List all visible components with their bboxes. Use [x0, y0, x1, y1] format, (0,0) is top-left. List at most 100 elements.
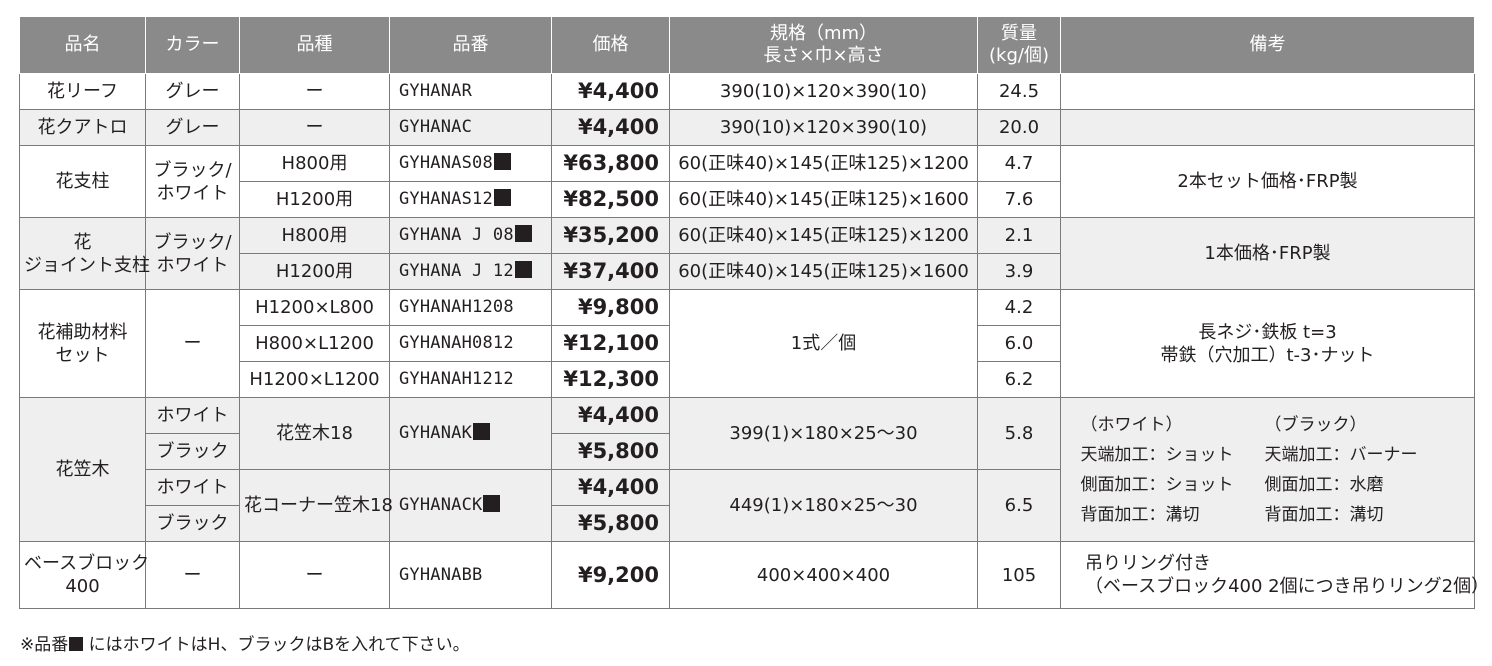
footnote-suffix: にはホワイトはH、ブラックはBを入れて下さい。	[88, 635, 470, 655]
product-weight: 3.9	[977, 253, 1061, 290]
table-row: ブラック ¥5,800	[20, 433, 1475, 470]
header-name: 品名	[19, 16, 146, 74]
product-name: 花 ジョイント支柱	[19, 217, 150, 290]
note-black-title: （ブラック）	[1264, 414, 1367, 435]
product-variety: 花笠木18	[239, 397, 390, 470]
header-weight: 質量 (kg/個)	[977, 16, 1061, 74]
product-price: ¥9,800	[551, 289, 670, 326]
product-code: GYHANAH1212	[389, 361, 552, 398]
header-price: 価格	[551, 16, 670, 74]
placeholder-square-icon	[514, 225, 532, 242]
product-price: ¥4,400	[551, 73, 670, 110]
product-weight: 20.0	[977, 109, 1061, 146]
product-name: 花クアトロ	[19, 109, 146, 146]
header-row: 品名 カラー 品種 品番 価格 規格（mm） 長さ×巾×高さ 質量 (kg/個)…	[19, 16, 1475, 74]
product-variety: H1200×L800	[239, 289, 390, 326]
product-remarks	[1060, 73, 1475, 110]
product-weight: 24.5	[977, 73, 1061, 110]
product-color: グレー	[145, 73, 240, 110]
note-white-2: 側面加工：ショット	[1080, 474, 1234, 495]
name-line1: 花補助材料	[37, 321, 128, 343]
product-color: ホワイト	[145, 469, 240, 506]
product-code: GYHANAH0812	[389, 325, 552, 362]
product-remarks	[1060, 109, 1475, 146]
header-color: カラー	[145, 16, 240, 74]
note-black-1: 天端加工：バーナー	[1264, 444, 1418, 465]
table-row: H1200用 GYHANA J 12 ¥37,400 60(正味40)×145(…	[20, 253, 1475, 290]
table-row: ホワイト 花コーナー笠木18 GYHANACK ¥4,400 449(1)×18…	[20, 469, 1475, 542]
product-code: GYHANAS12	[389, 181, 552, 218]
table-row: H1200用 GYHANAS12 ¥82,500 60(正味40)×145(正味…	[20, 181, 1475, 218]
product-remarks: 長ネジ･鉄板 t=3 帯鉄（穴加工）t-3･ナット	[1060, 289, 1475, 398]
name-line1: 花	[73, 231, 92, 253]
product-price: ¥35,200	[551, 217, 670, 254]
product-weight: 4.2	[977, 289, 1061, 326]
remarks-line1: 吊りリング付き	[1085, 553, 1211, 574]
table-row: 花支柱 ブラック/ ホワイト H800用 GYHANAS08 ¥63,800 6…	[19, 145, 1475, 218]
kasagi-finish-notes: （ホワイト） （ブラック） 天端加工：ショット 天端加工：バーナー 側面加工：シ…	[1081, 414, 1455, 526]
product-variety: ー	[239, 73, 390, 110]
product-name: 花リーフ	[19, 73, 146, 110]
code-text: GYHANAS12	[399, 189, 493, 209]
product-variety: H1200用	[239, 253, 390, 290]
product-price: ¥9,200	[551, 541, 670, 609]
product-remarks: 吊りリング付き （ベースブロック400 2個につき吊りリング2個）	[1060, 541, 1490, 609]
product-spec: 390(10)×120×390(10)	[669, 73, 978, 110]
product-spec: 449(1)×180×25～30	[669, 469, 978, 542]
product-price: ¥4,400	[551, 469, 670, 506]
product-spec: 390(10)×120×390(10)	[669, 109, 978, 146]
product-code: GYHANA J 08	[389, 217, 552, 254]
product-code: GYHANA J 12	[389, 253, 552, 290]
product-code: GYHANAC	[389, 109, 552, 146]
product-code: GYHANAK	[389, 397, 552, 470]
table-row: ベースブロック 400 ー ー GYHANABB ¥9,200 400×400×…	[19, 541, 1490, 609]
product-color: ブラック	[145, 433, 240, 470]
code-text: GYHANA J 08	[399, 225, 514, 245]
product-color: グレー	[145, 109, 240, 146]
note-black-2: 側面加工：水磨	[1264, 474, 1384, 495]
product-spec: 399(1)×180×25～30	[669, 397, 978, 470]
product-color: ブラック/ ホワイト	[145, 145, 240, 218]
product-spec: 60(正味40)×145(正味125)×1200	[669, 145, 978, 182]
name-line2: ジョイント支柱	[24, 254, 150, 276]
product-weight: 6.5	[977, 469, 1061, 542]
product-name: 花補助材料 セット	[19, 289, 146, 398]
product-spec: 60(正味40)×145(正味125)×1200	[669, 217, 978, 254]
table-row: 花リーフ グレー ー GYHANAR ¥4,400 390(10)×120×39…	[19, 73, 1475, 110]
placeholder-square-icon	[483, 495, 501, 512]
product-spec: 60(正味40)×145(正味125)×1600	[669, 181, 978, 218]
product-name: 花笠木	[19, 397, 146, 542]
table-row: 花クアトロ グレー ー GYHANAC ¥4,400 390(10)×120×3…	[19, 109, 1475, 146]
note-black-3: 背面加工：溝切	[1264, 504, 1384, 525]
header-weight-line2: (kg/個)	[989, 45, 1049, 66]
product-weight: 105	[977, 541, 1061, 609]
product-price: ¥4,400	[551, 397, 670, 434]
note-white-title: （ホワイト）	[1080, 414, 1183, 435]
name-line2: セット	[55, 344, 110, 366]
product-price: ¥12,100	[551, 325, 670, 362]
product-remarks: 2本セット価格･FRP製	[1060, 145, 1475, 218]
product-weight: 4.7	[977, 145, 1061, 182]
color-line2: ホワイト	[156, 182, 229, 204]
note-white-3: 背面加工：溝切	[1080, 504, 1200, 525]
code-text: GYHANA J 12	[399, 261, 514, 281]
table-row: H800×L1200 GYHANAH0812 ¥12,100 6.0	[20, 325, 1475, 362]
table-row: 花 ジョイント支柱 ブラック/ ホワイト H800用 GYHANA J 08 ¥…	[19, 217, 1475, 290]
placeholder-square-icon	[493, 189, 511, 206]
product-code: GYHANAR	[389, 73, 552, 110]
product-color: ー	[145, 289, 240, 398]
product-weight: 7.6	[977, 181, 1061, 218]
name-line1: ベースブロック	[24, 553, 150, 574]
placeholder-square-icon	[493, 153, 511, 170]
remarks-line1: 長ネジ･鉄板 t=3	[1198, 321, 1337, 343]
product-code: GYHANAS08	[389, 145, 552, 182]
product-code: GYHANAH1208	[389, 289, 552, 326]
remarks-line2: （ベースブロック400 2個につき吊りリング2個）	[1085, 576, 1490, 597]
product-variety: H800用	[239, 145, 390, 182]
placeholder-square-icon	[69, 637, 84, 651]
header-remarks: 備考	[1060, 16, 1475, 74]
table-row: ブラック ¥5,800	[20, 505, 1475, 542]
product-price: ¥12,300	[551, 361, 670, 398]
header-spec: 規格（mm） 長さ×巾×高さ	[669, 16, 978, 74]
product-remarks: （ホワイト） （ブラック） 天端加工：ショット 天端加工：バーナー 側面加工：シ…	[1060, 397, 1475, 542]
